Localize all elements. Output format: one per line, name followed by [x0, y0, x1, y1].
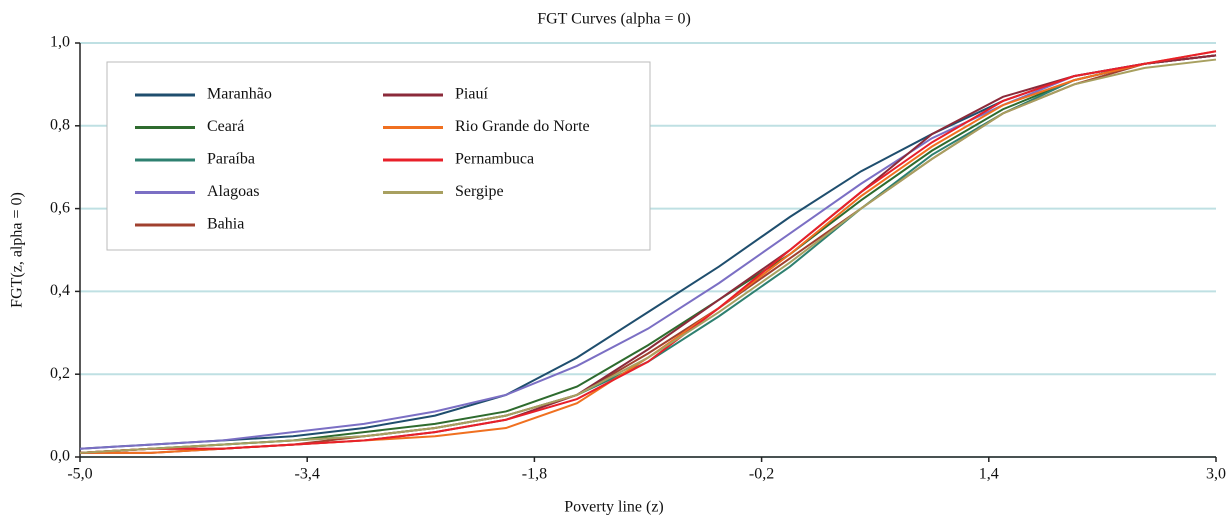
x-tick-label: -5,0: [67, 466, 92, 483]
x-tick-label: 1,4: [979, 466, 999, 483]
legend-label: Piauí: [455, 86, 488, 103]
x-tick-label: -0,2: [749, 466, 774, 483]
y-tick-label: 0,4: [50, 282, 70, 299]
x-axis-label: Poverty line (z): [564, 499, 664, 516]
y-tick-label: 0,6: [50, 199, 70, 216]
y-tick-label: 1,0: [50, 34, 70, 51]
y-axis-label: FGT(z, alpha = 0): [9, 192, 26, 308]
y-tick-label: 0,2: [50, 365, 70, 382]
x-tick-label: 3,0: [1206, 466, 1226, 483]
legend-label: Pernambuca: [455, 151, 534, 168]
series-line: [79, 54, 1217, 450]
legend-box: [106, 61, 651, 251]
y-tick-label: 0,8: [50, 116, 70, 133]
series-line: [79, 58, 1217, 454]
legend-label: Bahia: [207, 216, 244, 233]
legend-label: Paraíba: [207, 151, 255, 168]
y-tick-label: 0,0: [50, 448, 70, 465]
legend-label: Sergipe: [455, 183, 504, 200]
legend-label: Ceará: [207, 118, 244, 135]
legend-label: Maranhão: [207, 86, 272, 103]
chart-title: FGT Curves (alpha = 0): [537, 11, 691, 28]
legend: Maranhão Ceará Paraíba Alagoas Bahia Piauí Rio…: [106, 61, 651, 251]
legend-label: Rio Grande do Norte: [455, 118, 590, 135]
x-tick-label: -3,4: [295, 466, 320, 483]
series-line: [79, 50, 1217, 454]
x-tick-label: -1,8: [522, 466, 547, 483]
legend-label: Alagoas: [207, 183, 259, 200]
